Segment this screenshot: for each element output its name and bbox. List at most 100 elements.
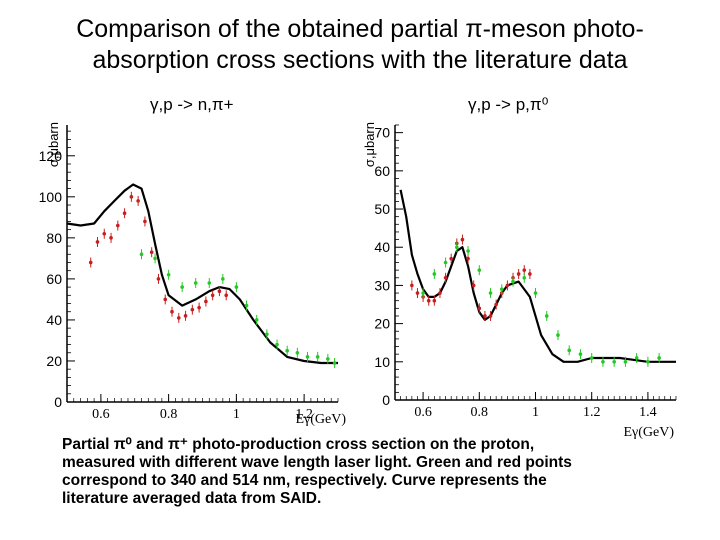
right-red-point: [466, 256, 470, 261]
right-red-point: [522, 268, 527, 272]
left-green-point: [265, 332, 269, 337]
right-said-curve: [399, 189, 676, 363]
left-ytick-label: 60: [46, 271, 62, 287]
right-ytick-label: 0: [382, 392, 390, 408]
right-ylabel: σ,μbarn: [362, 122, 377, 167]
left-green-point: [326, 357, 330, 361]
left-red-point: [176, 316, 181, 320]
left-red-point: [88, 260, 93, 265]
right-ytick-label: 40: [374, 239, 390, 255]
right-red-point: [426, 298, 431, 303]
left-green-point: [285, 348, 289, 353]
left-ytick-label: 80: [46, 230, 62, 246]
left-ytick-label: 120: [39, 148, 63, 164]
right-green-point: [466, 249, 470, 253]
right-red-point: [443, 275, 448, 280]
right-ytick-label: 20: [374, 316, 390, 332]
right-xtick-label: 0.8: [471, 405, 489, 420]
left-green-point: [234, 285, 239, 289]
right-green-point: [601, 360, 605, 364]
chart-right: 0 10 20 30 40 50 60 70 0.6 0.8 1 1.2 1.4 σ,μbarn Eγ(Ge…: [362, 122, 677, 440]
left-green-point: [295, 350, 300, 355]
left-xlabel: Eγ(GeV): [296, 412, 347, 427]
right-red-point: [505, 283, 510, 288]
left-green-point: [244, 303, 249, 308]
left-green-point: [305, 355, 310, 359]
left-ytick-label: 20: [46, 353, 62, 369]
left-green-point: [332, 361, 337, 365]
left-green-point: [207, 281, 212, 285]
left-red-point: [156, 277, 161, 281]
right-red-point: [432, 298, 437, 303]
left-red-point: [95, 240, 100, 244]
left-green-point: [221, 277, 225, 281]
left-red-point: [136, 199, 140, 203]
left-red-point: [143, 219, 147, 224]
left-red-point: [163, 297, 168, 302]
chart-left-title: γ,p -> n,π+: [150, 95, 234, 114]
left-green-point: [254, 318, 259, 322]
right-green-point: [511, 279, 515, 284]
caption-line-2: measured with different wave length lase…: [62, 454, 572, 471]
left-red-point: [170, 309, 174, 314]
right-red-point: [471, 283, 476, 288]
right-green-point: [421, 291, 425, 295]
chart-right-title: γ,p -> p,π⁰: [468, 95, 549, 114]
left-red-point: [190, 307, 195, 312]
caption-line-4: literature averaged data from SAID.: [62, 490, 322, 507]
left-red-point: [210, 293, 215, 298]
left-green-point: [315, 355, 320, 359]
left-green-point: [193, 281, 198, 285]
right-green-point: [455, 245, 459, 250]
left-green-point: [139, 252, 144, 257]
right-green-point: [567, 348, 572, 353]
caption-line-3: correspond to 340 and 514 nm, respective…: [62, 472, 547, 489]
right-xtick-label: 1.4: [639, 405, 657, 420]
right-green-point: [499, 287, 504, 292]
right-red-point: [488, 314, 493, 318]
right-green-point: [646, 360, 650, 364]
chart-left: 0 20 40 60 80 100 120 0.6 0.8 1 1.2 σ,μbarn Eγ(GeV): [39, 122, 347, 427]
left-ytick-label: 40: [46, 312, 62, 328]
left-xtick-label: 0.8: [160, 407, 178, 422]
right-xlabel: Eγ(GeV): [624, 425, 675, 440]
left-red-point: [217, 289, 222, 293]
right-red-point: [438, 291, 442, 295]
right-red-point: [460, 237, 465, 242]
left-red-point: [197, 305, 201, 310]
left-green-point: [166, 272, 171, 277]
right-red-point: [477, 306, 482, 311]
right-red-point: [516, 272, 521, 276]
left-xtick-label: 1: [233, 407, 240, 422]
right-xtick-label: 1: [532, 405, 539, 420]
caption-line-1: Partial π⁰ and π⁺ photo-production cross…: [62, 436, 535, 453]
right-ytick-label: 10: [374, 354, 390, 370]
left-said-curve: [66, 183, 338, 365]
right-ytick-label: 50: [374, 201, 390, 217]
left-red-point: [116, 223, 120, 228]
left-green-point: [275, 342, 279, 347]
right-ytick-label: 60: [374, 163, 390, 179]
right-green-point: [488, 291, 493, 295]
right-green-point: [443, 260, 448, 265]
right-red-point: [483, 314, 487, 318]
right-green-point: [522, 275, 527, 280]
left-red-point: [204, 299, 208, 304]
left-red-point: [109, 236, 113, 240]
left-xtick-label: 0.6: [92, 407, 110, 422]
right-red-point: [415, 291, 420, 295]
left-ylabel: σ,μbarn: [46, 122, 61, 167]
right-green-point: [544, 314, 549, 318]
right-green-point: [589, 356, 594, 360]
right-green-point: [657, 356, 661, 360]
left-red-point: [224, 293, 229, 298]
left-red-point: [102, 231, 107, 236]
right-green-point: [432, 272, 437, 276]
right-green-point: [612, 360, 616, 364]
right-ytick-label: 70: [374, 125, 390, 141]
left-red-point: [129, 195, 134, 199]
left-red-point: [122, 211, 127, 216]
left-xtick-label: 1.2: [295, 407, 313, 422]
right-ytick-label: 30: [374, 277, 390, 293]
right-xtick-label: 0.6: [414, 405, 432, 420]
